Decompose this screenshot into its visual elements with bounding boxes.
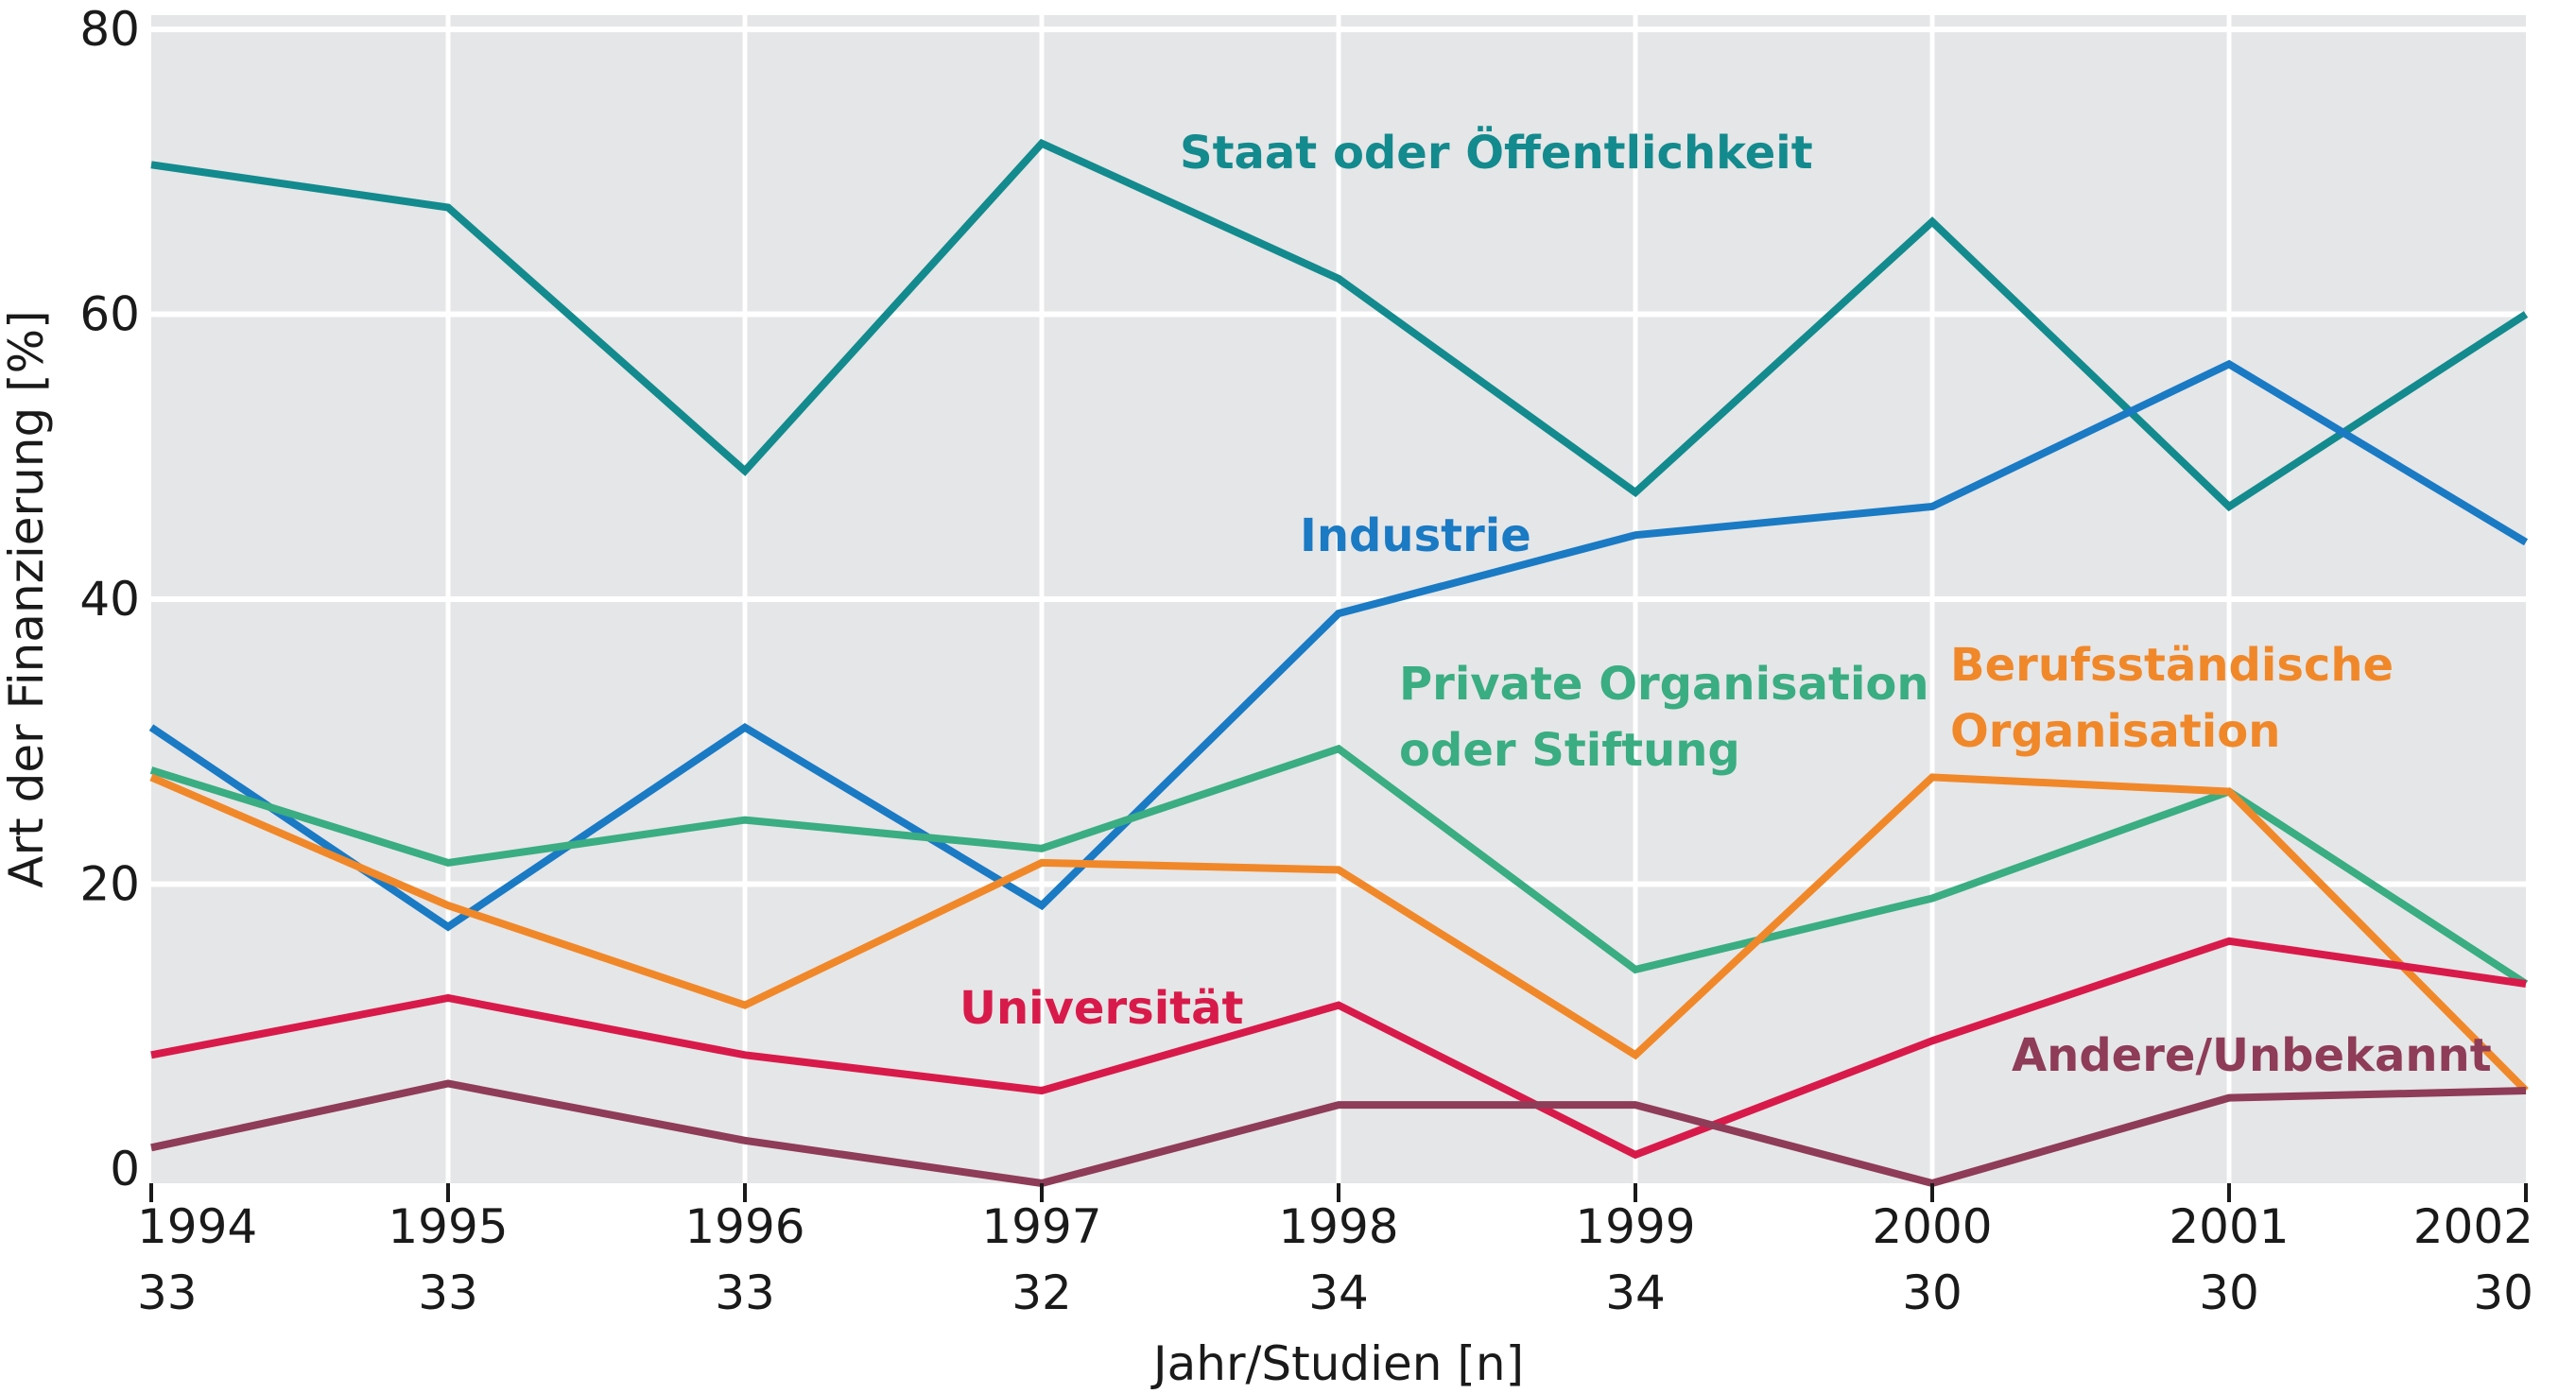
series-line-2 (149, 744, 2529, 988)
series-label-andere-unbekannt: Andere/Unbekannt (2012, 1029, 2492, 1082)
x-tick-label-studies: 33 (137, 1265, 198, 1320)
y-axis-title: Art der Finanzierung [%] (0, 310, 54, 887)
gridlines (151, 15, 2526, 1183)
series-label-private-organisation: Private Organisation oder Stiftung (1399, 658, 1929, 777)
series-label-staat: Staat oder Öffentlichkeit (1180, 126, 1813, 180)
y-tick-label: 60 (79, 287, 140, 342)
x-tick-label-studies: 33 (715, 1265, 775, 1320)
x-tick-label-studies: 30 (2199, 1265, 2259, 1320)
x-tick-label-year: 2000 (1872, 1199, 1992, 1254)
x-tick-label-year: 1997 (981, 1199, 1101, 1254)
x-axis-ticks: 1994 33 1995 33 1996 33 1997 32 1998 34 1999 34 2000… (137, 1183, 2533, 1320)
series-lines (148, 138, 2529, 1188)
x-tick-label-studies: 33 (418, 1265, 478, 1320)
x-tick-label-year: 1999 (1575, 1199, 1695, 1254)
x-tick-label-year: 2001 (2169, 1199, 2289, 1254)
x-tick-label-year: 2002 (2413, 1199, 2533, 1254)
x-tick-label-studies: 30 (1902, 1265, 1962, 1320)
series-label-universitaet: Universität (960, 982, 1243, 1035)
x-tick-label-year: 1995 (388, 1199, 508, 1254)
series-line-3 (149, 773, 2529, 1093)
x-tick-label-studies: 30 (2473, 1265, 2533, 1320)
x-tick-label-studies: 32 (1011, 1265, 1072, 1320)
x-tick-label-studies: 34 (1308, 1265, 1369, 1320)
y-tick-label: 0 (110, 1142, 140, 1196)
y-tick-label: 40 (79, 572, 140, 627)
x-tick-label-year: 1996 (684, 1199, 804, 1254)
series-label-industrie: Industrie (1300, 509, 1531, 562)
series-line-1 (148, 359, 2529, 932)
y-axis-ticks: 0 20 40 60 80 (79, 2, 140, 1196)
x-tick-label-year: 1998 (1278, 1199, 1398, 1254)
x-tick-label-year: 1994 (137, 1199, 257, 1254)
y-tick-label: 80 (79, 2, 140, 57)
series-line-5 (150, 1079, 2527, 1188)
series-line-4 (150, 937, 2527, 1160)
x-axis-title: Jahr/Studien [n] (1150, 1336, 1524, 1391)
x-tick-label-studies: 34 (1605, 1265, 1666, 1320)
y-tick-label: 20 (79, 856, 140, 911)
series-label-berufsstaendische-organisation: Berufsständische Organisation (1950, 639, 2394, 758)
